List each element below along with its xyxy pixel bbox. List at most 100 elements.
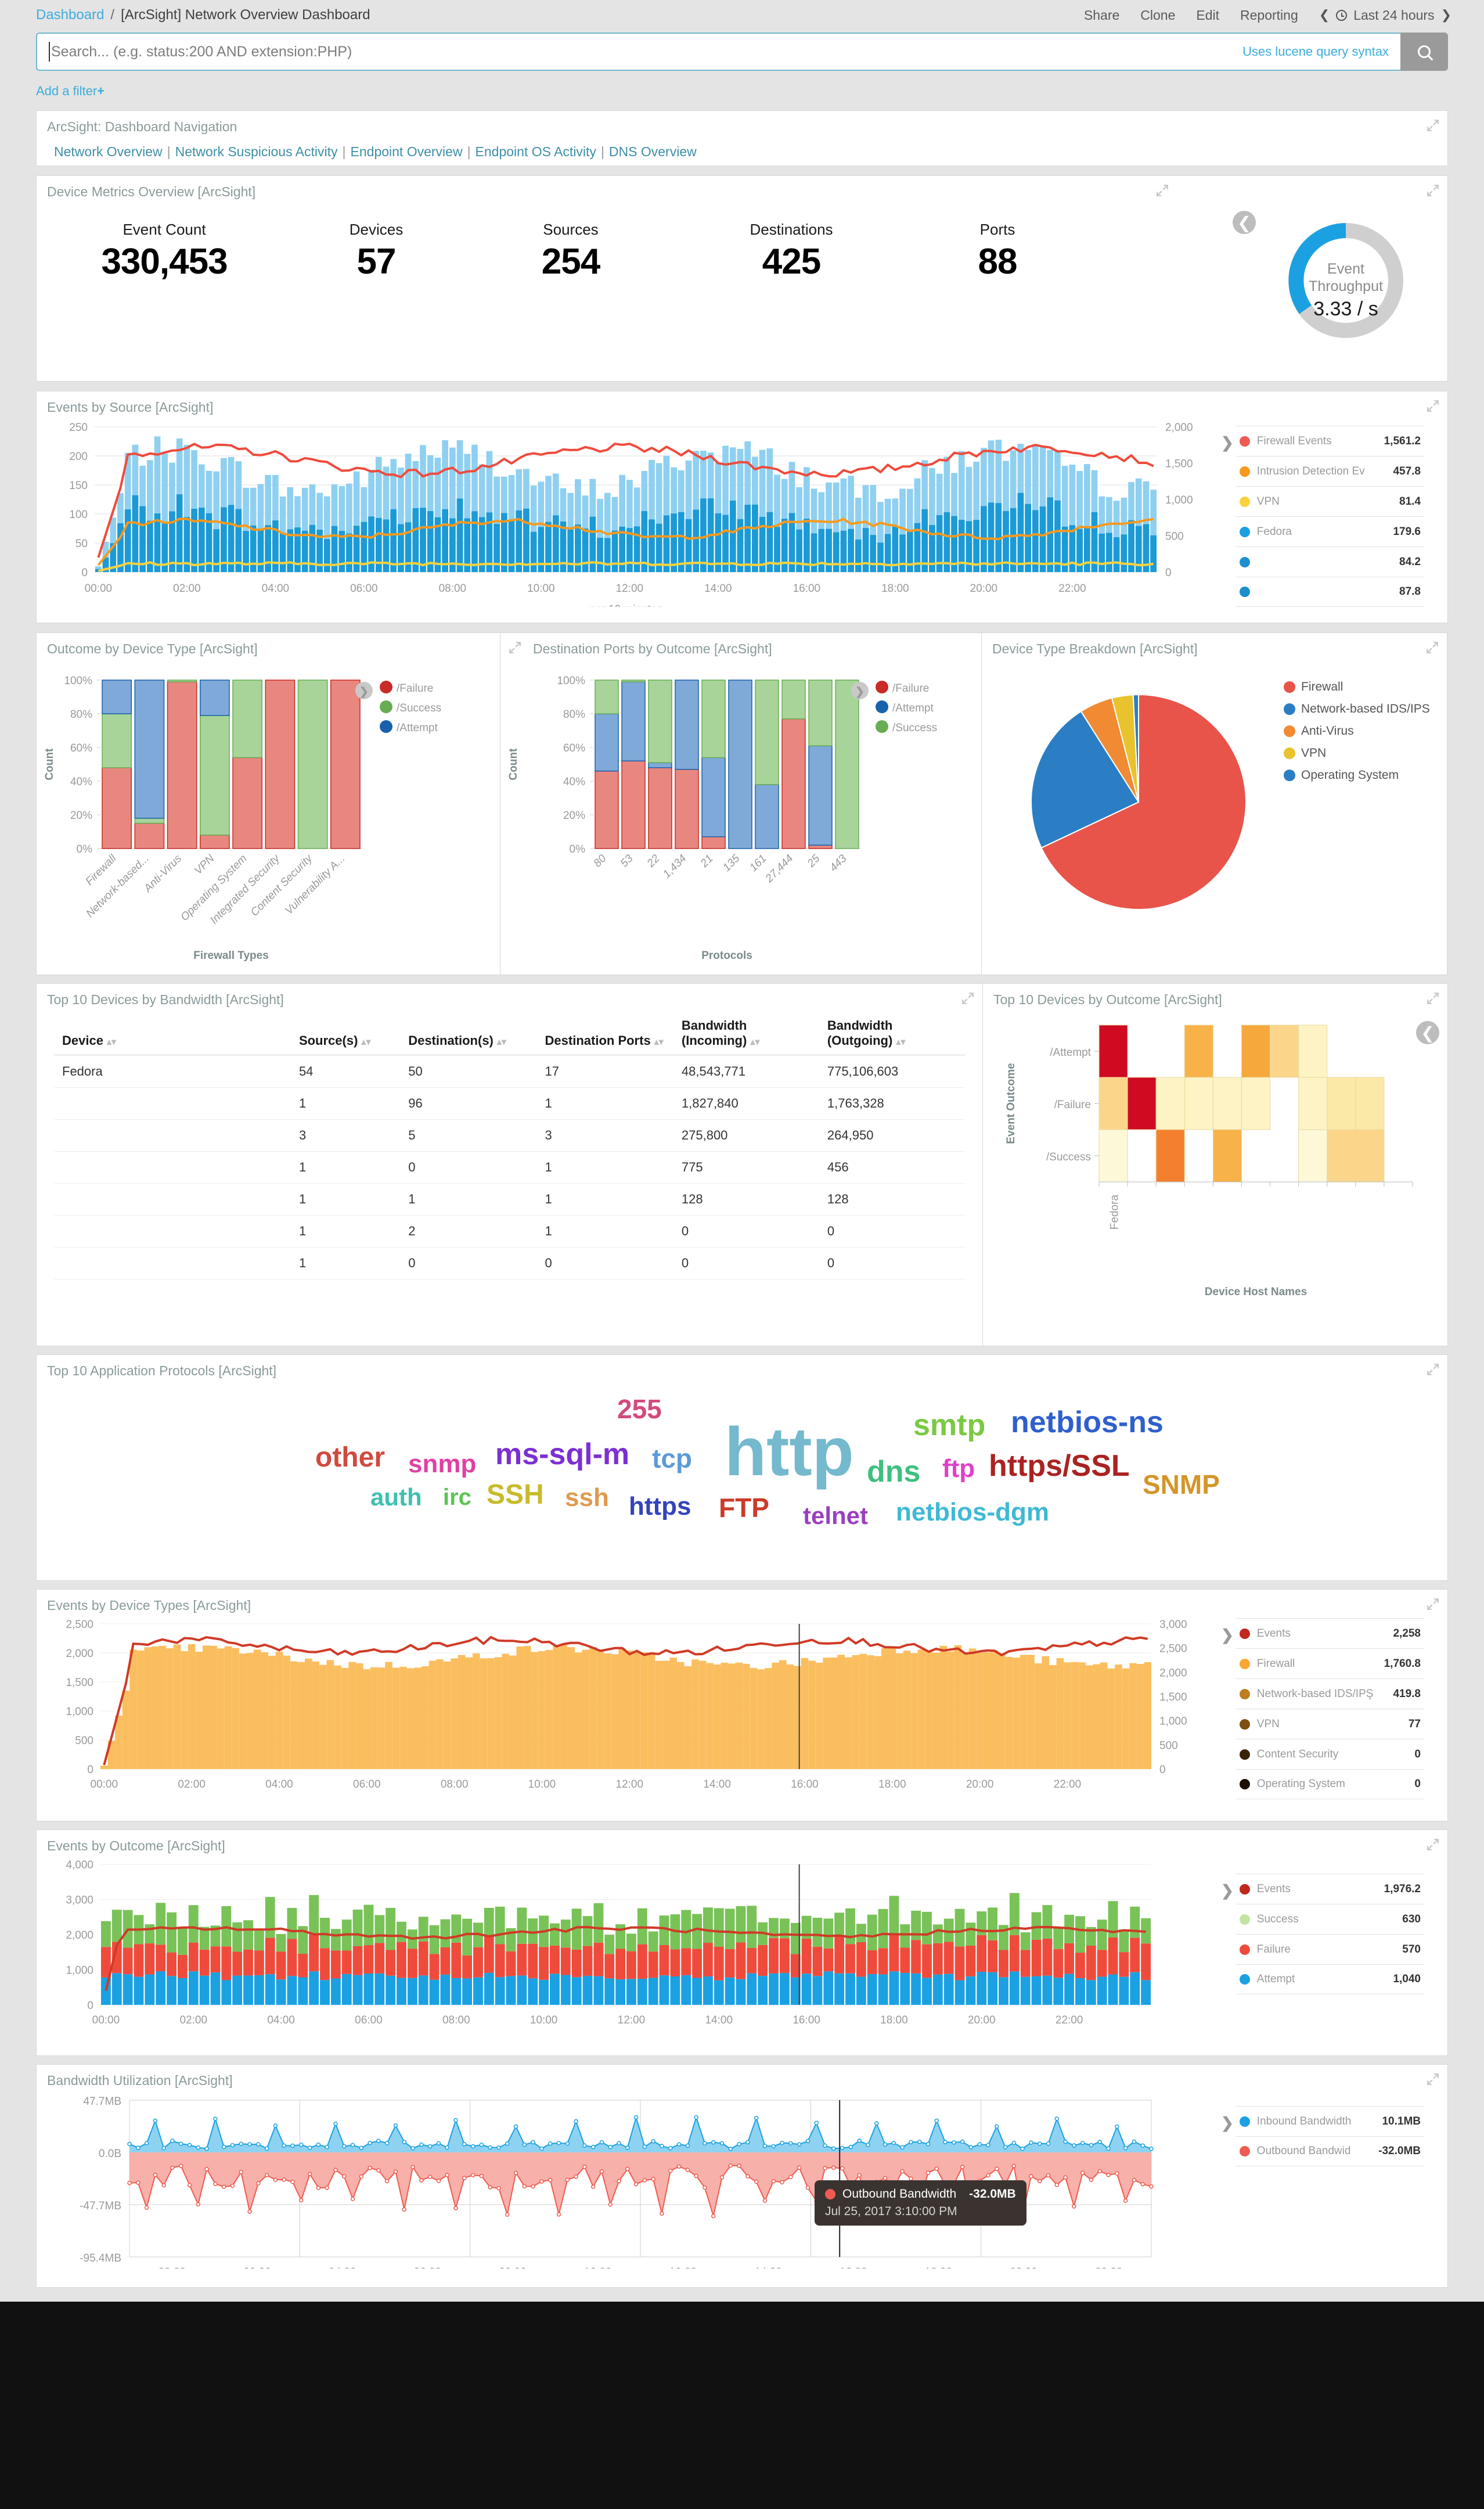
time-next-icon[interactable]: ❯ xyxy=(1440,8,1451,22)
time-picker[interactable]: ❮ Last 24 hours ❯ xyxy=(1319,8,1451,23)
share-button[interactable]: Share xyxy=(1083,7,1120,23)
tag-dns[interactable]: dns xyxy=(867,1455,921,1489)
expand-icon[interactable] xyxy=(1427,1598,1439,1611)
lucene-hint-link[interactable]: Uses lucene query syntax xyxy=(1242,44,1389,59)
legend-item[interactable]: Success 630 xyxy=(1236,1904,1424,1934)
legend-expand-icon[interactable]: ❯ xyxy=(1221,2114,1234,2131)
tag-https[interactable]: https xyxy=(629,1492,691,1521)
metric-sources[interactable]: Sources 254 xyxy=(460,221,681,282)
tag-irc[interactable]: irc xyxy=(443,1484,471,1510)
tag-telnet[interactable]: telnet xyxy=(803,1502,869,1529)
tag-smtp[interactable]: smtp xyxy=(913,1408,986,1442)
legend-item[interactable]: Network-based IDS/IPŞ 419.8 xyxy=(1236,1678,1424,1709)
table-row[interactable]: 1 96 1 1,827,840 1,763,328 xyxy=(54,1087,965,1120)
expand-icon[interactable] xyxy=(1156,184,1169,197)
events-by-outcome-chart[interactable]: 0 1,000 2,000 3,000 4,000 00:00 02:00 04:00 06:0… xyxy=(37,1854,1221,2040)
devices-by-outcome-heatmap[interactable]: /Attempt/Failure/Success Fedora Event Outc… xyxy=(983,1008,1442,1333)
legend-item[interactable]: Network-based IDS/IPS xyxy=(1284,702,1430,716)
legend-item[interactable]: Content Security 0 xyxy=(1236,1739,1424,1769)
tag-netbios-ns[interactable]: netbios-ns xyxy=(1011,1406,1164,1439)
expand-icon[interactable] xyxy=(509,641,521,654)
tag-other[interactable]: other xyxy=(315,1442,385,1473)
bandwidth-table[interactable]: Device ▴▾ Source(s) ▴▾ Destination(s) ▴▾ Desti… xyxy=(54,1012,965,1279)
legend-item[interactable]: Firewall Events 1,561.2 xyxy=(1236,426,1424,456)
tag-https-ssl[interactable]: https/SSL xyxy=(989,1449,1130,1483)
destination-ports-chart[interactable]: 0% 20% 40% 60% 80% 100% 80 53 221,434 21 135 16127,… xyxy=(500,657,977,970)
column-header-destination-s-[interactable]: Destination(s) ▴▾ xyxy=(400,1012,537,1056)
legend-item[interactable]: Events 2,258 xyxy=(1236,1618,1424,1648)
legend-item[interactable]: Intrusion Detection Ev 457.8 xyxy=(1236,456,1424,486)
expand-icon[interactable] xyxy=(1427,1838,1439,1851)
column-header-bandwidth-outgoing-[interactable]: Bandwidth (Outgoing) ▴▾ xyxy=(819,1012,965,1056)
legend-item[interactable]: Firewall xyxy=(1284,680,1430,694)
column-header-destination-ports[interactable]: Destination Ports ▴▾ xyxy=(536,1012,673,1056)
column-header-source-s-[interactable]: Source(s) ▴▾ xyxy=(290,1012,401,1056)
add-filter-button[interactable]: Add a filter+ xyxy=(36,84,105,98)
expand-icon[interactable] xyxy=(1427,992,1439,1005)
metric-devices[interactable]: Devices 57 xyxy=(292,221,460,282)
metric-event-count[interactable]: Event Count 330,453 xyxy=(37,221,292,282)
expand-icon[interactable] xyxy=(1427,400,1439,412)
device-type-pie[interactable] xyxy=(982,657,1284,947)
tag-ssh[interactable]: SSH xyxy=(487,1479,544,1510)
tag-255[interactable]: 255 xyxy=(617,1394,662,1424)
tag-ftp[interactable]: ftp xyxy=(942,1454,975,1483)
tag-http[interactable]: http xyxy=(725,1414,854,1490)
bandwidth-utilization-chart[interactable]: 47.7MB 0.0B -47.7MB -95.4MB 00:00 02:00 04:00 0… xyxy=(37,2089,1221,2269)
table-row[interactable]: 1 0 1 775 456 xyxy=(54,1151,965,1184)
expand-icon[interactable] xyxy=(1426,641,1439,654)
legend-item[interactable]: 84.2 xyxy=(1236,547,1424,577)
collapse-legend-icon[interactable]: ❮ xyxy=(1416,1021,1439,1044)
legend-item[interactable]: Attempt 1,040 xyxy=(1236,1964,1424,1994)
expand-icon[interactable] xyxy=(961,992,974,1005)
expand-icon[interactable] xyxy=(1427,2073,1439,2086)
legend-item[interactable]: Firewall 1,760.8 xyxy=(1236,1648,1424,1678)
table-row[interactable]: Fedora 54 50 17 48,543,771 775,106,603 xyxy=(54,1055,965,1088)
expand-icon[interactable] xyxy=(1427,1363,1439,1376)
table-row[interactable]: 1 1 1 128 128 xyxy=(54,1183,965,1216)
legend-item[interactable]: 87.8 xyxy=(1236,577,1424,607)
legend-item[interactable]: Outbound Bandwid -32.0MB xyxy=(1236,2136,1424,2166)
clone-button[interactable]: Clone xyxy=(1140,7,1176,23)
tag-ssh[interactable]: ssh xyxy=(565,1483,609,1512)
legend-item[interactable]: VPN 81.4 xyxy=(1236,486,1424,516)
tag-ms-sql-m[interactable]: ms-sql-m xyxy=(495,1437,630,1471)
search-input[interactable]: Search... (e.g. status:200 AND extension… xyxy=(36,33,1400,71)
legend-item[interactable]: VPN xyxy=(1284,746,1430,760)
column-header-bandwidth-incoming-[interactable]: Bandwidth (Incoming) ▴▾ xyxy=(673,1012,819,1056)
nav-link-network-overview[interactable]: Network Overview xyxy=(54,144,163,159)
time-prev-icon[interactable]: ❮ xyxy=(1319,8,1330,22)
metric-ports[interactable]: Ports 88 xyxy=(902,221,1093,282)
column-header-device[interactable]: Device ▴▾ xyxy=(54,1012,291,1056)
table-row[interactable]: 3 5 3 275,800 264,950 xyxy=(54,1119,965,1152)
legend-item[interactable]: Failure 570 xyxy=(1236,1934,1424,1964)
nav-link-dns-overview[interactable]: DNS Overview xyxy=(608,144,697,159)
time-range-label[interactable]: Last 24 hours xyxy=(1353,7,1435,23)
tag-tcp[interactable]: tcp xyxy=(652,1443,692,1473)
sort-icon[interactable]: ▴▾ xyxy=(106,1037,117,1047)
sort-icon[interactable]: ▴▾ xyxy=(361,1037,371,1047)
sort-icon[interactable]: ▴▾ xyxy=(750,1037,760,1047)
tag-netbios-dgm[interactable]: netbios-dgm xyxy=(896,1498,1049,1526)
legend-item[interactable]: Operating System 0 xyxy=(1236,1769,1424,1799)
sort-icon[interactable]: ▴▾ xyxy=(896,1037,906,1047)
nav-link-endpoint-os-activity[interactable]: Endpoint OS Activity xyxy=(475,144,596,159)
legend-item[interactable]: Anti-Virus xyxy=(1284,724,1430,738)
legend-item[interactable]: Events 1,976.2 xyxy=(1236,1874,1424,1904)
edit-button[interactable]: Edit xyxy=(1196,7,1220,23)
legend-item[interactable]: Fedora 179.6 xyxy=(1236,516,1424,547)
legend-expand-icon[interactable]: ❯ xyxy=(1221,434,1234,451)
legend-expand-icon[interactable]: ❯ xyxy=(1221,1626,1234,1644)
events-by-source-chart[interactable]: 0 50 100 150 200 250 0 500 1,000 1,500 2,000 00:00 0… xyxy=(37,415,1221,607)
tag-snmp[interactable]: SNMP xyxy=(1143,1469,1220,1500)
outcome-by-device-type-chart[interactable]: 0%20%40%60%80%100%FirewallNetwork-based.… xyxy=(37,657,495,970)
nav-link-endpoint-overview[interactable]: Endpoint Overview xyxy=(350,144,463,159)
sort-icon[interactable]: ▴▾ xyxy=(654,1037,664,1047)
legend-expand-icon[interactable]: ❯ xyxy=(1221,1882,1234,1899)
tag-ftp[interactable]: FTP xyxy=(719,1493,769,1523)
collapse-legend-icon[interactable]: ❮ xyxy=(1233,211,1256,234)
tag-auth[interactable]: auth xyxy=(370,1483,422,1511)
search-button[interactable] xyxy=(1400,33,1448,71)
